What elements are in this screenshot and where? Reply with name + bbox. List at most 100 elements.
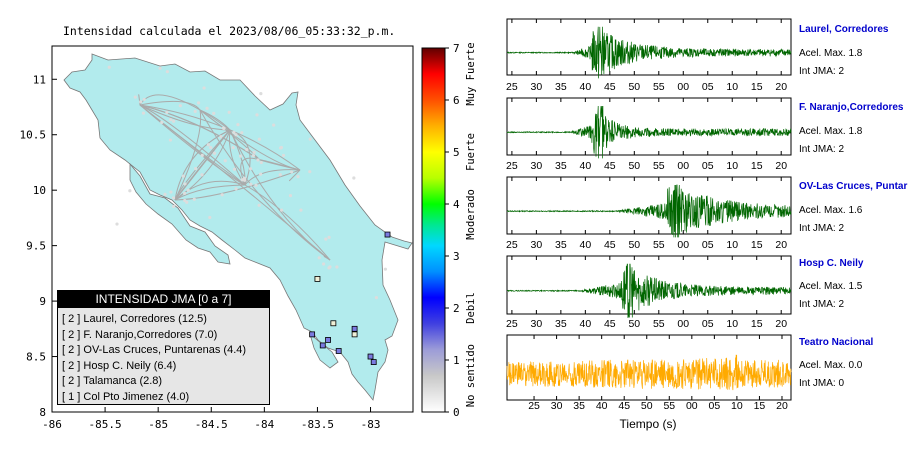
town-dot <box>220 193 224 197</box>
colorbar-tick-label: 5 <box>453 146 460 159</box>
road-line <box>174 184 246 201</box>
town-dot <box>221 126 225 130</box>
station-jma: Int JMA: 2 <box>799 299 845 310</box>
town-dot <box>163 192 167 196</box>
waveform-tick-label: 00 <box>677 318 689 330</box>
waveform-tick-label: 25 <box>528 400 540 412</box>
waveform-tick-label: 35 <box>555 160 567 172</box>
station-marker <box>314 276 321 282</box>
waveform-tick-label: 45 <box>604 81 616 93</box>
waveform-tick-label: 00 <box>677 81 689 93</box>
road-line <box>199 109 231 131</box>
waveform-panel <box>506 97 792 156</box>
station-marker <box>335 348 342 354</box>
waveform-tick-label: 25 <box>506 160 518 172</box>
y-tick-label: 8 <box>39 406 46 419</box>
waveform-tick-label: 40 <box>580 81 592 93</box>
town-dot <box>288 194 293 198</box>
waveform-tick-label: 10 <box>731 400 743 412</box>
road-line <box>174 129 231 201</box>
station-accel: Acel. Max. 0.0 <box>799 360 863 371</box>
station-marker <box>330 320 337 327</box>
town-dot <box>236 122 240 127</box>
station-marker <box>367 353 374 360</box>
town-dot <box>327 266 331 270</box>
road-line <box>244 184 331 261</box>
town-dot <box>299 208 303 212</box>
station-name: OV-Las Cruces, Puntar <box>799 181 908 192</box>
station-name: Laurel, Corredores <box>799 24 889 35</box>
town-dot <box>249 182 253 186</box>
waveform-tick-label: 45 <box>604 318 616 330</box>
town-dot <box>238 154 243 158</box>
road-line <box>199 109 261 161</box>
town-dot <box>128 189 132 193</box>
waveform-tick-label: 25 <box>506 81 518 93</box>
road-line <box>139 104 246 186</box>
station-marker <box>325 337 331 343</box>
waveform-tick-label: 40 <box>580 318 592 330</box>
waveform-tick-label: 50 <box>641 400 653 412</box>
station-marker <box>351 325 358 332</box>
colorbar-category: Fuerte <box>465 133 477 171</box>
town-dot <box>324 237 328 241</box>
y-tick-label: 9 <box>39 295 46 308</box>
town-dot <box>183 191 187 195</box>
colorbar-tick-label: 7 <box>453 42 460 55</box>
latitude-axis: 11 10.5 10 9.5 9 8.5 8 <box>20 73 57 419</box>
station-marker <box>384 231 391 238</box>
waveform-tick-label: 35 <box>555 239 567 251</box>
town-dot <box>383 267 387 271</box>
waveform-tick-label: 20 <box>775 318 787 330</box>
town-dot <box>252 150 256 154</box>
waveform-tick-label: 20 <box>775 160 787 172</box>
town-dot <box>172 204 176 209</box>
town-dot <box>139 100 143 104</box>
waveform-tick-label: 45 <box>618 400 630 412</box>
town-dot <box>181 174 185 178</box>
road-line <box>139 104 246 186</box>
town-dot <box>317 256 321 260</box>
waveform-tick-label: 35 <box>573 400 585 412</box>
town-dot <box>185 200 189 204</box>
station-jma: Int JMA: 2 <box>799 223 845 234</box>
waveform-tick-label: 05 <box>709 400 721 412</box>
town-dot <box>251 153 256 158</box>
road-line <box>229 129 331 261</box>
town-dot <box>209 146 213 150</box>
waveform-panel <box>506 18 792 76</box>
town-dot <box>278 173 282 177</box>
town-dot <box>169 118 173 122</box>
waveform-tick-label: 55 <box>663 400 675 412</box>
town-dot <box>141 111 146 115</box>
waveform-tick-label: 00 <box>686 400 698 412</box>
town-dot <box>234 133 238 137</box>
town-dot <box>259 172 263 176</box>
road-line <box>244 169 301 186</box>
town-dot <box>205 106 209 110</box>
x-tick-label: -85 <box>148 418 168 431</box>
waveform-tick-label: 20 <box>775 81 787 93</box>
colorbar-tick-label: 2 <box>453 302 460 315</box>
x-tick-label: -86 <box>42 418 62 431</box>
waveform-tick-label: 30 <box>531 239 543 251</box>
town-dot <box>178 104 182 108</box>
waveform-tick-label: 40 <box>580 239 592 251</box>
town-dot <box>200 153 204 157</box>
town-dot <box>171 196 176 200</box>
waveform-tick-label: 50 <box>628 81 640 93</box>
town-dot <box>257 203 261 207</box>
town-dot <box>165 70 169 74</box>
waveform-tick-label: 30 <box>551 400 563 412</box>
waveform-tick-label: 15 <box>751 160 763 172</box>
legend-item: [ 2 ] OV-Las Cruces, Puntarenas (4.4) <box>62 344 247 356</box>
road-line <box>139 94 201 111</box>
road-line <box>139 104 246 186</box>
colorbar-categories: Muy Fuerte Fuerte Moderado Debil No sentido <box>465 42 477 407</box>
town-dot <box>223 159 227 163</box>
station-name: F. Naranjo,Corredores <box>799 102 904 113</box>
road-line <box>139 104 231 131</box>
town-dot <box>142 97 146 102</box>
town-dot <box>272 123 276 127</box>
town-dot <box>296 175 300 179</box>
